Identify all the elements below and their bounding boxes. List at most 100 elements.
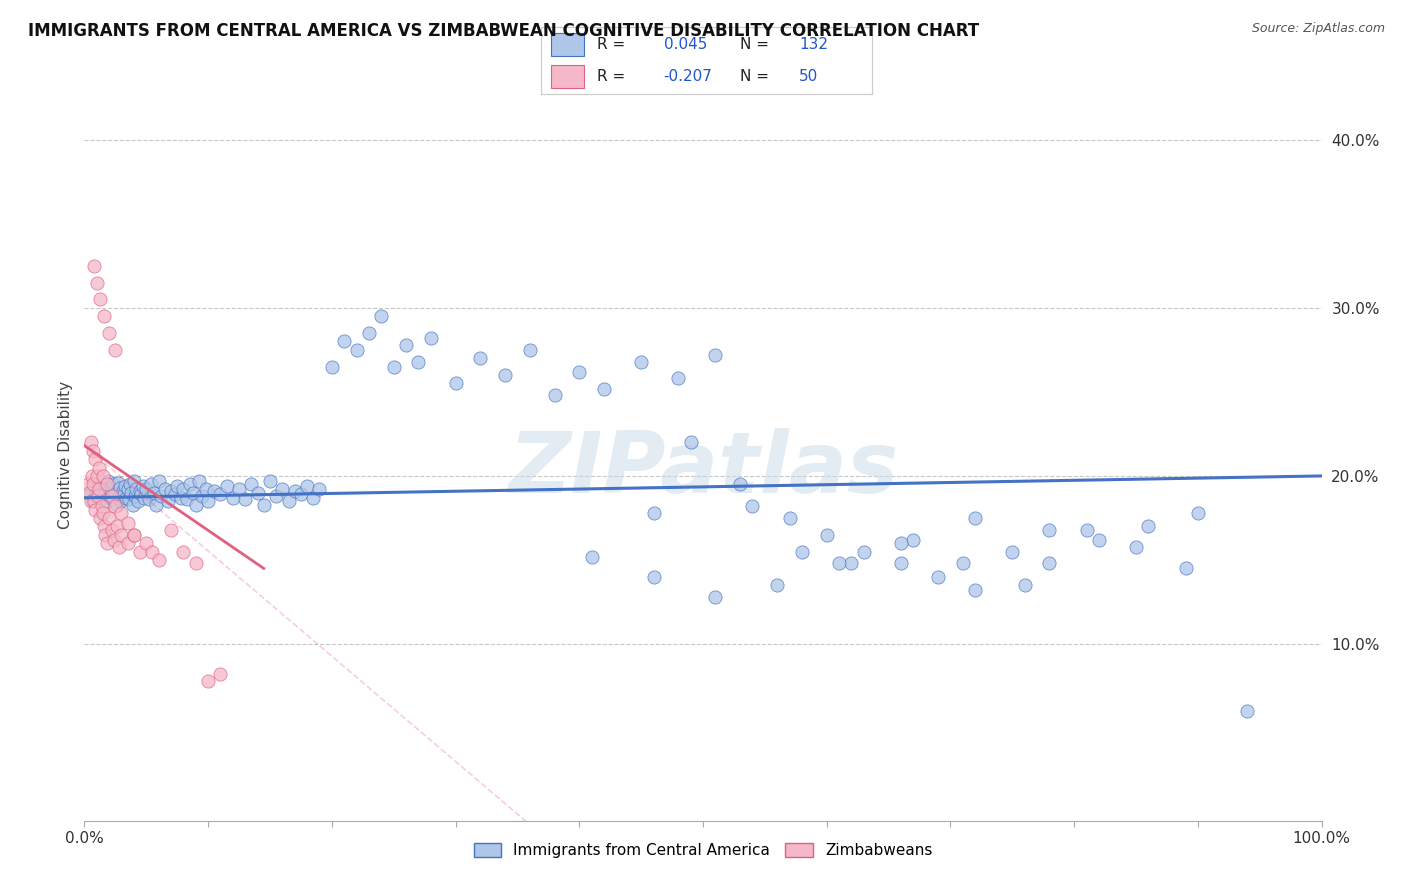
Point bbox=[209, 667, 232, 681]
Point bbox=[111, 484, 134, 499]
Point bbox=[181, 485, 204, 500]
Point bbox=[82, 494, 104, 508]
Point bbox=[135, 483, 157, 497]
Point bbox=[98, 511, 121, 525]
Point bbox=[110, 494, 132, 508]
Point bbox=[84, 502, 107, 516]
Point bbox=[790, 544, 813, 558]
Point bbox=[84, 452, 107, 467]
Point bbox=[87, 489, 110, 503]
Point bbox=[157, 494, 180, 508]
Point bbox=[107, 475, 129, 490]
Point bbox=[1137, 519, 1160, 533]
Point bbox=[346, 343, 368, 357]
Point bbox=[122, 528, 145, 542]
Point bbox=[1038, 557, 1060, 571]
Point bbox=[82, 443, 104, 458]
Point bbox=[253, 498, 276, 512]
Point bbox=[277, 494, 299, 508]
Point bbox=[395, 338, 418, 352]
Point bbox=[100, 492, 122, 507]
Point bbox=[148, 474, 170, 488]
Point bbox=[89, 293, 111, 307]
Point bbox=[135, 536, 157, 550]
Point bbox=[100, 523, 122, 537]
Point bbox=[419, 331, 441, 345]
Point bbox=[129, 484, 152, 499]
Point bbox=[176, 492, 198, 507]
Point bbox=[108, 540, 131, 554]
Point bbox=[122, 474, 145, 488]
Point bbox=[170, 491, 193, 505]
Point bbox=[766, 578, 789, 592]
Point bbox=[150, 489, 173, 503]
Point bbox=[209, 487, 232, 501]
Point bbox=[91, 491, 114, 505]
Point bbox=[89, 511, 111, 525]
Point bbox=[117, 536, 139, 550]
Point bbox=[965, 511, 987, 525]
Point bbox=[141, 477, 163, 491]
Point bbox=[79, 494, 101, 508]
Point bbox=[89, 483, 111, 497]
Point bbox=[679, 435, 702, 450]
Point bbox=[643, 506, 665, 520]
Point bbox=[308, 483, 330, 497]
Point bbox=[1014, 578, 1036, 592]
Point bbox=[87, 492, 110, 507]
Point bbox=[86, 469, 108, 483]
Point bbox=[79, 485, 101, 500]
Point bbox=[131, 479, 153, 493]
Text: N =: N = bbox=[740, 37, 769, 52]
Text: R =: R = bbox=[598, 69, 626, 84]
Point bbox=[179, 477, 201, 491]
Point bbox=[581, 549, 603, 564]
Point bbox=[110, 528, 132, 542]
Text: IMMIGRANTS FROM CENTRAL AMERICA VS ZIMBABWEAN COGNITIVE DISABILITY CORRELATION C: IMMIGRANTS FROM CENTRAL AMERICA VS ZIMBA… bbox=[28, 22, 979, 40]
Point bbox=[246, 485, 269, 500]
Point bbox=[852, 544, 875, 558]
Point bbox=[163, 487, 186, 501]
Point bbox=[96, 536, 118, 550]
Point bbox=[93, 309, 115, 323]
Point bbox=[89, 487, 111, 501]
Point bbox=[86, 276, 108, 290]
Point bbox=[153, 483, 176, 497]
Point bbox=[79, 485, 101, 500]
Point bbox=[110, 481, 132, 495]
Point bbox=[704, 348, 727, 362]
Point bbox=[828, 557, 851, 571]
Point bbox=[470, 351, 492, 366]
Point bbox=[1076, 523, 1098, 537]
Point bbox=[94, 528, 117, 542]
Point bbox=[77, 477, 100, 491]
Point bbox=[965, 583, 987, 598]
Point bbox=[197, 674, 219, 689]
Point bbox=[100, 489, 122, 503]
Point bbox=[890, 536, 912, 550]
Point bbox=[98, 326, 121, 340]
Point bbox=[215, 479, 238, 493]
Point bbox=[779, 511, 801, 525]
Point bbox=[519, 343, 541, 357]
Point bbox=[104, 499, 127, 513]
Text: R =: R = bbox=[598, 37, 626, 52]
Point bbox=[138, 492, 160, 507]
Point bbox=[271, 483, 294, 497]
Point bbox=[321, 359, 343, 374]
Point bbox=[284, 484, 307, 499]
Point bbox=[172, 544, 194, 558]
Point bbox=[160, 484, 183, 499]
Point bbox=[264, 489, 287, 503]
Point bbox=[112, 487, 135, 501]
Point bbox=[1236, 704, 1258, 718]
Point bbox=[643, 570, 665, 584]
Text: -0.207: -0.207 bbox=[664, 69, 713, 84]
Point bbox=[1088, 533, 1111, 547]
Point bbox=[89, 460, 111, 475]
Point bbox=[120, 477, 142, 491]
Point bbox=[222, 491, 245, 505]
Point bbox=[568, 365, 591, 379]
Point bbox=[96, 477, 118, 491]
Point bbox=[333, 334, 356, 349]
